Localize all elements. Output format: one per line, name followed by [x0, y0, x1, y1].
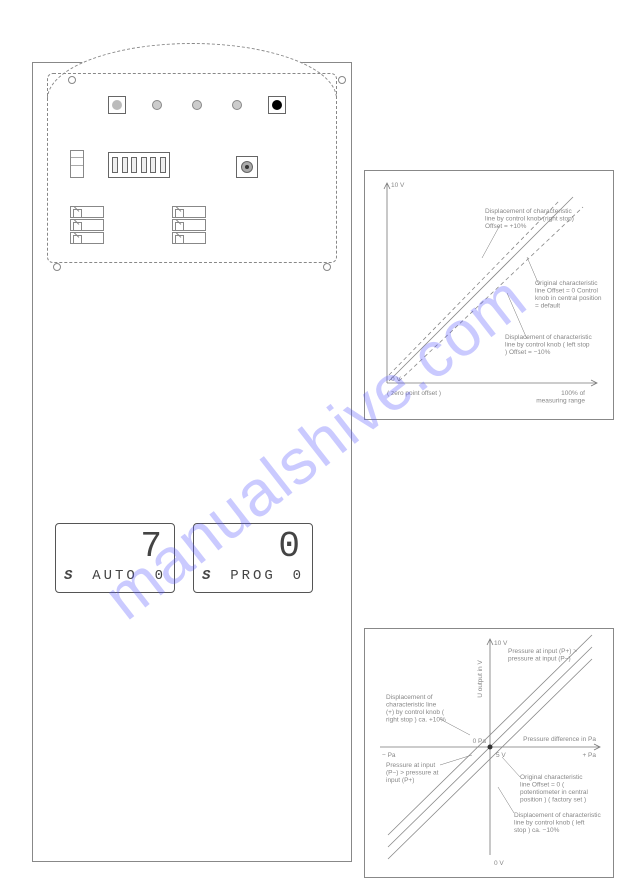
svg-text:Pressure at input (P+) >: Pressure at input (P+) > — [508, 648, 577, 655]
svg-text:line by control knob ( left: line by control knob ( left — [514, 820, 585, 827]
svg-text:(+) by control knob (: (+) by control knob ( — [386, 709, 445, 716]
svg-text:(P−) > pressure at: (P−) > pressure at — [386, 770, 439, 777]
svg-text:Pressure at input: Pressure at input — [386, 762, 435, 769]
board-outline — [47, 73, 337, 263]
svg-text:line by control knob (right st: line by control knob (right stop) — [485, 216, 574, 223]
terminal-block-left[interactable] — [70, 206, 104, 246]
dip-switch[interactable] — [131, 157, 137, 173]
svg-text:+ Pa: + Pa — [582, 752, 596, 759]
terminal-block-right[interactable] — [172, 206, 206, 246]
lcd-left-mode: AUTO — [75, 568, 154, 584]
svg-text:line Offset = 0 (: line Offset = 0 ( — [520, 782, 565, 789]
svg-text:− Pa: − Pa — [382, 752, 396, 759]
svg-text:0 Pa: 0 Pa — [473, 738, 487, 745]
led-icon — [108, 96, 126, 114]
svg-text:characteristic line: characteristic line — [386, 702, 437, 709]
svg-text:Pressure difference in Pa: Pressure difference in Pa — [523, 736, 596, 743]
svg-text:10 V: 10 V — [494, 640, 508, 647]
svg-text:stop ) ca. −10%: stop ) ca. −10% — [514, 827, 560, 834]
ic-chip — [70, 150, 84, 178]
svg-text:line by control knob ( left st: line by control knob ( left stop — [505, 342, 590, 349]
lcd-right-value: 0 — [278, 526, 302, 567]
dip-switch[interactable] — [122, 157, 128, 173]
led-icon — [188, 96, 206, 114]
svg-text:0 V: 0 V — [494, 860, 504, 867]
lcd-right-mode: PROG — [213, 568, 292, 584]
chart-offset-bipolar: 10 V 0 V − Pa + Pa 5 V 0 Pa U output in V Press… — [364, 628, 614, 878]
chart1-svg: 10 V0 V( zero point offset )100% ofmeasu… — [365, 171, 615, 421]
svg-text:Offset = +10%: Offset = +10% — [485, 223, 527, 230]
svg-text:pressure at input (P−): pressure at input (P−) — [508, 656, 571, 663]
svg-text:knob in central position: knob in central position — [535, 295, 602, 302]
svg-text:potentiometer in central: potentiometer in central — [520, 789, 588, 796]
page: 7 S AUTO 0 0 S PROG 0 10 V 0 V ( zero poin… — [0, 0, 629, 893]
mounting-hole — [338, 76, 346, 84]
led-icon — [148, 96, 166, 114]
lcd-right: 0 S PROG 0 — [193, 523, 313, 593]
svg-text:U output in V: U output in V — [477, 660, 484, 698]
svg-text:input (P+): input (P+) — [386, 777, 414, 784]
device-panel: 7 S AUTO 0 0 S PROG 0 — [32, 62, 352, 862]
chart2-svg: 10 V 0 V − Pa + Pa 5 V 0 Pa U output in V Press… — [365, 629, 615, 879]
svg-text:position ) ( factory set ): position ) ( factory set ) — [520, 797, 586, 804]
lcd-right-num: 0 — [293, 568, 304, 584]
lcd-left: 7 S AUTO 0 — [55, 523, 175, 593]
mounting-hole — [53, 263, 61, 271]
dip-switch[interactable] — [160, 157, 166, 173]
lcd-left-num: 0 — [155, 568, 166, 584]
chart-offset-unipolar: 10 V0 V( zero point offset )100% ofmeasu… — [364, 170, 614, 420]
svg-text:Displacement of characteristic: Displacement of characteristic — [514, 812, 601, 819]
svg-text:Displacement of characteristic: Displacement of characteristic — [505, 334, 592, 341]
svg-text:right stop ) ca. +10%: right stop ) ca. +10% — [386, 717, 446, 724]
svg-text:Original characteristic: Original characteristic — [535, 280, 598, 287]
dip-switch-block[interactable] — [108, 152, 170, 178]
svg-text:Original characteristic: Original characteristic — [520, 774, 583, 781]
svg-text:10 V: 10 V — [391, 182, 405, 189]
potentiometer[interactable] — [236, 156, 258, 178]
svg-text:5 V: 5 V — [496, 752, 506, 759]
lcd-row: 7 S AUTO 0 0 S PROG 0 — [55, 523, 313, 593]
svg-text:100% of: 100% of — [561, 390, 585, 397]
led-row — [108, 96, 286, 114]
lcd-left-s: S — [64, 568, 75, 584]
svg-text:) Offset = −10%: ) Offset = −10% — [505, 349, 551, 356]
led-icon — [268, 96, 286, 114]
svg-text:measuring range: measuring range — [536, 398, 585, 405]
lcd-left-value: 7 — [140, 526, 164, 567]
led-icon — [228, 96, 246, 114]
dip-switch[interactable] — [150, 157, 156, 173]
lcd-right-s: S — [202, 568, 213, 584]
dip-switch[interactable] — [112, 157, 118, 173]
svg-text:line Offset = 0 Control: line Offset = 0 Control — [535, 288, 598, 295]
mounting-hole — [323, 263, 331, 271]
dip-switch[interactable] — [141, 157, 147, 173]
svg-text:Displacement of: Displacement of — [386, 694, 433, 701]
svg-text:= default: = default — [535, 303, 560, 310]
mounting-hole — [68, 76, 76, 84]
svg-text:Displacement of characteristic: Displacement of characteristic — [485, 208, 572, 215]
svg-text:( zero point offset ): ( zero point offset ) — [387, 390, 441, 397]
